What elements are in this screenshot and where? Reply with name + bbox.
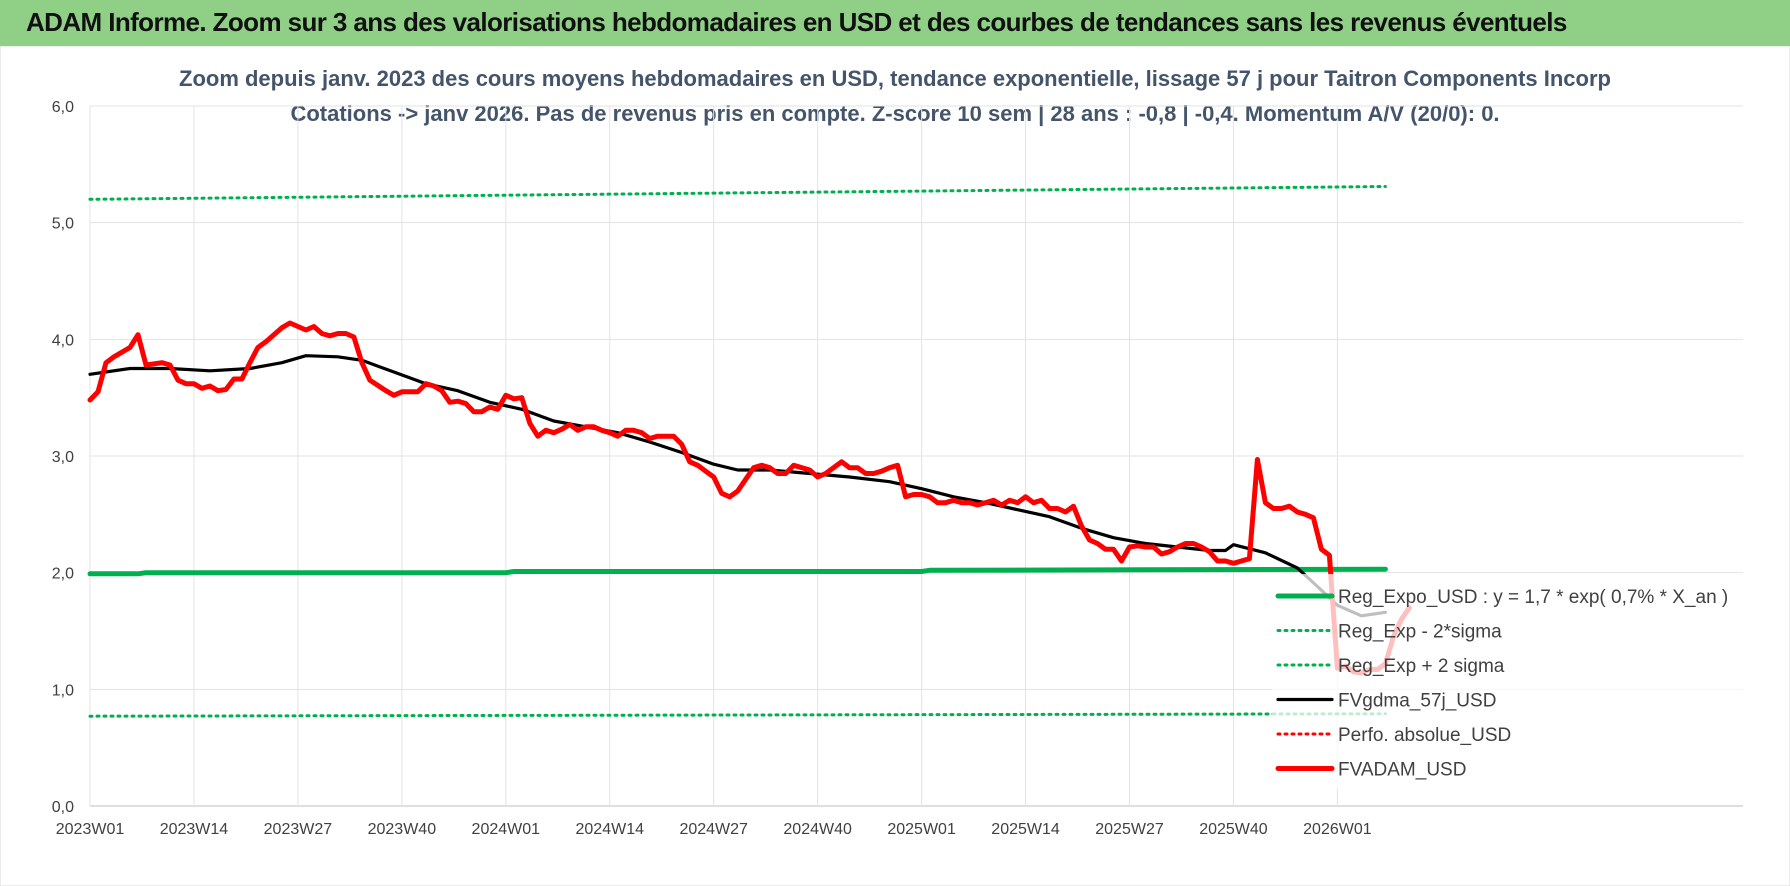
y-tick-label: 4,0 — [52, 332, 74, 349]
x-tick-label: 2023W14 — [160, 821, 229, 838]
report-banner: ADAM Informe. Zoom sur 3 ans des valoris… — [0, 0, 1790, 48]
x-tick-label: 2023W40 — [368, 821, 437, 838]
x-axis-ticks: 2023W01 2023W14 2023W27 2023W40 2024W01 2024W… — [56, 821, 1372, 838]
legend-label: Perfo. absolue_USD — [1338, 725, 1511, 746]
chart-title-line-1: Zoom depuis janv. 2023 des cours moyens … — [179, 66, 1611, 91]
x-tick-label: 2024W01 — [472, 821, 541, 838]
legend-label: FVgdma_57j_USD — [1338, 691, 1496, 712]
x-tick-label: 2025W01 — [887, 821, 956, 838]
series-line-0 — [87, 566, 1388, 577]
legend-label: FVADAM_USD — [1338, 760, 1466, 781]
y-tick-label: 2,0 — [52, 566, 74, 583]
y-tick-label: 0,0 — [52, 799, 74, 816]
x-tick-label: 2023W01 — [56, 821, 125, 838]
x-tick-label: 2024W14 — [576, 821, 645, 838]
y-axis-ticks: 0,0 1,0 2,0 3,0 4,0 5,0 6,0 — [52, 99, 74, 816]
y-tick-label: 6,0 — [52, 99, 74, 116]
legend-label: Reg_Expo_USD : y = 1,7 * exp( 0,7% * X_a… — [1338, 587, 1728, 608]
line-chart: Zoom depuis janv. 2023 des cours moyens … — [0, 46, 1790, 886]
y-tick-label: 5,0 — [52, 216, 74, 233]
series-line-1 — [88, 712, 1387, 718]
chart-title-line-2: Cotations -> janv 2026. Pas de revenus p… — [290, 101, 1499, 126]
legend-label: Reg_Exp + 2 sigma — [1338, 656, 1505, 677]
chart-title: Zoom depuis janv. 2023 des cours moyens … — [179, 66, 1611, 126]
y-tick-label: 1,0 — [52, 682, 74, 699]
series-layer — [87, 185, 1412, 718]
y-tick-label: 3,0 — [52, 449, 74, 466]
x-tick-label: 2023W27 — [264, 821, 333, 838]
legend-background — [1272, 574, 1742, 789]
legend: Reg_Expo_USD : y = 1,7 * exp( 0,7% * X_a… — [1272, 574, 1742, 789]
legend-label: Reg_Exp - 2*sigma — [1338, 622, 1502, 643]
x-tick-label: 2024W40 — [783, 821, 852, 838]
x-tick-label: 2025W14 — [991, 821, 1060, 838]
series-line-5 — [87, 320, 1412, 676]
series-line-2 — [88, 185, 1387, 201]
x-tick-label: 2025W27 — [1095, 821, 1164, 838]
x-tick-label: 2026W01 — [1303, 821, 1372, 838]
x-tick-label: 2025W40 — [1199, 821, 1268, 838]
x-tick-label: 2024W27 — [679, 821, 748, 838]
report-title: ADAM Informe. Zoom sur 3 ans des valoris… — [26, 7, 1567, 37]
